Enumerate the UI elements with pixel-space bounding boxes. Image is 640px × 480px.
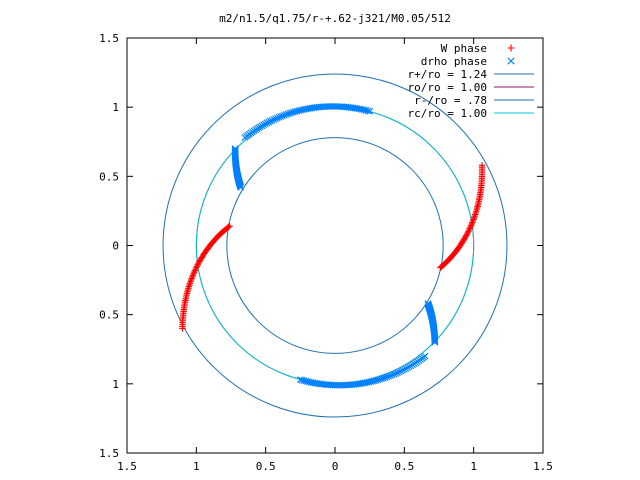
legend-marker (507, 44, 515, 52)
drho-phase-point (280, 111, 288, 119)
y-tick-label: 0.5 (99, 170, 119, 183)
drho-phase-point (267, 117, 274, 125)
w-phase-point (179, 325, 186, 332)
w-phase-point (437, 264, 444, 271)
legend-label: W phase (441, 42, 487, 55)
legend-label: r-/ro = .78 (414, 94, 487, 107)
w-phase-point (470, 214, 478, 221)
drho-phase-point (364, 107, 372, 115)
w-phase-point (468, 220, 475, 228)
drho-phase-point (394, 369, 401, 377)
w-phase-point (190, 270, 197, 277)
chart-title: m2/n1.5/q1.75/r-+.62-j321/M0.05/512 (219, 12, 451, 25)
w-phase-point (469, 217, 477, 225)
drho-phase-point (265, 118, 273, 126)
drho-phase-point (402, 365, 410, 372)
w-phase-point (194, 261, 201, 268)
x-tick-label: 1 (470, 460, 477, 473)
legend-marker (507, 57, 515, 65)
w-phase-point (191, 267, 199, 274)
w-phase-point (465, 226, 473, 234)
drho-phase-point (268, 116, 276, 124)
w-phase-point (193, 264, 200, 271)
y-tick-label: 1.5 (99, 447, 119, 460)
drho-phase-point (395, 368, 403, 376)
drho-phase-point (399, 366, 406, 374)
w-phase-point (467, 222, 475, 229)
drho-phase-point (385, 372, 393, 380)
ticks-layer: 1.5 1 0.5 0 0.5 1 1.51.510.500.511.5 (99, 32, 553, 473)
drho-phase-point (366, 107, 374, 115)
legend-label: drho phase (421, 55, 487, 68)
y-tick-label: 0.5 (99, 309, 119, 322)
drho-phase-point (275, 113, 283, 121)
w-phase-point (195, 260, 202, 267)
drho-phase-point (272, 115, 279, 123)
drho-phase-point (273, 114, 281, 122)
y-tick-label: 1 (112, 378, 119, 391)
x-tick-label: 1.5 (117, 460, 137, 473)
drho-phase-point (270, 116, 278, 123)
drho-phase-point (400, 365, 408, 373)
x-tick-label: 0.5 (256, 460, 276, 473)
drho-phase-point (263, 119, 271, 127)
w-phase-point (192, 265, 199, 273)
drho-phase-point (296, 376, 304, 384)
drho-phase-point (390, 370, 398, 378)
x-tick-label: 0.5 (394, 460, 414, 473)
y-tick-label: 0 (112, 240, 119, 253)
w-phase-point (465, 228, 472, 235)
drho-phase-point (392, 370, 400, 377)
reference-circle (162, 73, 508, 418)
w-phase-point (193, 262, 201, 270)
legend-label: r+/ro = 1.24 (408, 68, 488, 81)
drho-phase-point (388, 371, 396, 379)
drho-phase-point (383, 373, 391, 381)
w-phase-point (464, 229, 471, 236)
y-tick-label: 1 (112, 101, 119, 114)
x-tick-label: 1.5 (533, 460, 553, 473)
w-phase-point (196, 257, 204, 264)
w-phase-point (189, 272, 197, 279)
drho-phase-point (277, 113, 285, 120)
drho-phase-point (298, 376, 306, 384)
legend-label: rc/ro = 1.00 (408, 107, 487, 120)
w-phase-point (467, 223, 474, 231)
series-layer (179, 103, 486, 389)
w-phase-point (191, 268, 198, 276)
drho-phase-point (397, 367, 405, 375)
w-phase-point (438, 263, 445, 270)
w-phase-point (466, 225, 474, 232)
w-phase-point (470, 216, 477, 223)
drho-phase-point (431, 338, 439, 346)
w-phase-point (196, 258, 203, 265)
w-phase-point (462, 233, 469, 241)
drho-phase-point (279, 112, 286, 120)
y-tick-label: 1.5 (99, 32, 119, 45)
drho-phase-point (231, 145, 239, 153)
legend-label: ro/ro = 1.00 (408, 81, 487, 94)
x-tick-label: 1 (193, 460, 200, 473)
circles-layer (162, 73, 508, 418)
w-phase-point (463, 232, 470, 239)
drho-phase-point (387, 372, 394, 380)
w-phase-point (463, 230, 471, 238)
reference-circle (226, 137, 444, 354)
drho-phase-point (282, 111, 290, 118)
x-tick-label: 0 (332, 460, 339, 473)
w-phase-point (469, 219, 476, 226)
